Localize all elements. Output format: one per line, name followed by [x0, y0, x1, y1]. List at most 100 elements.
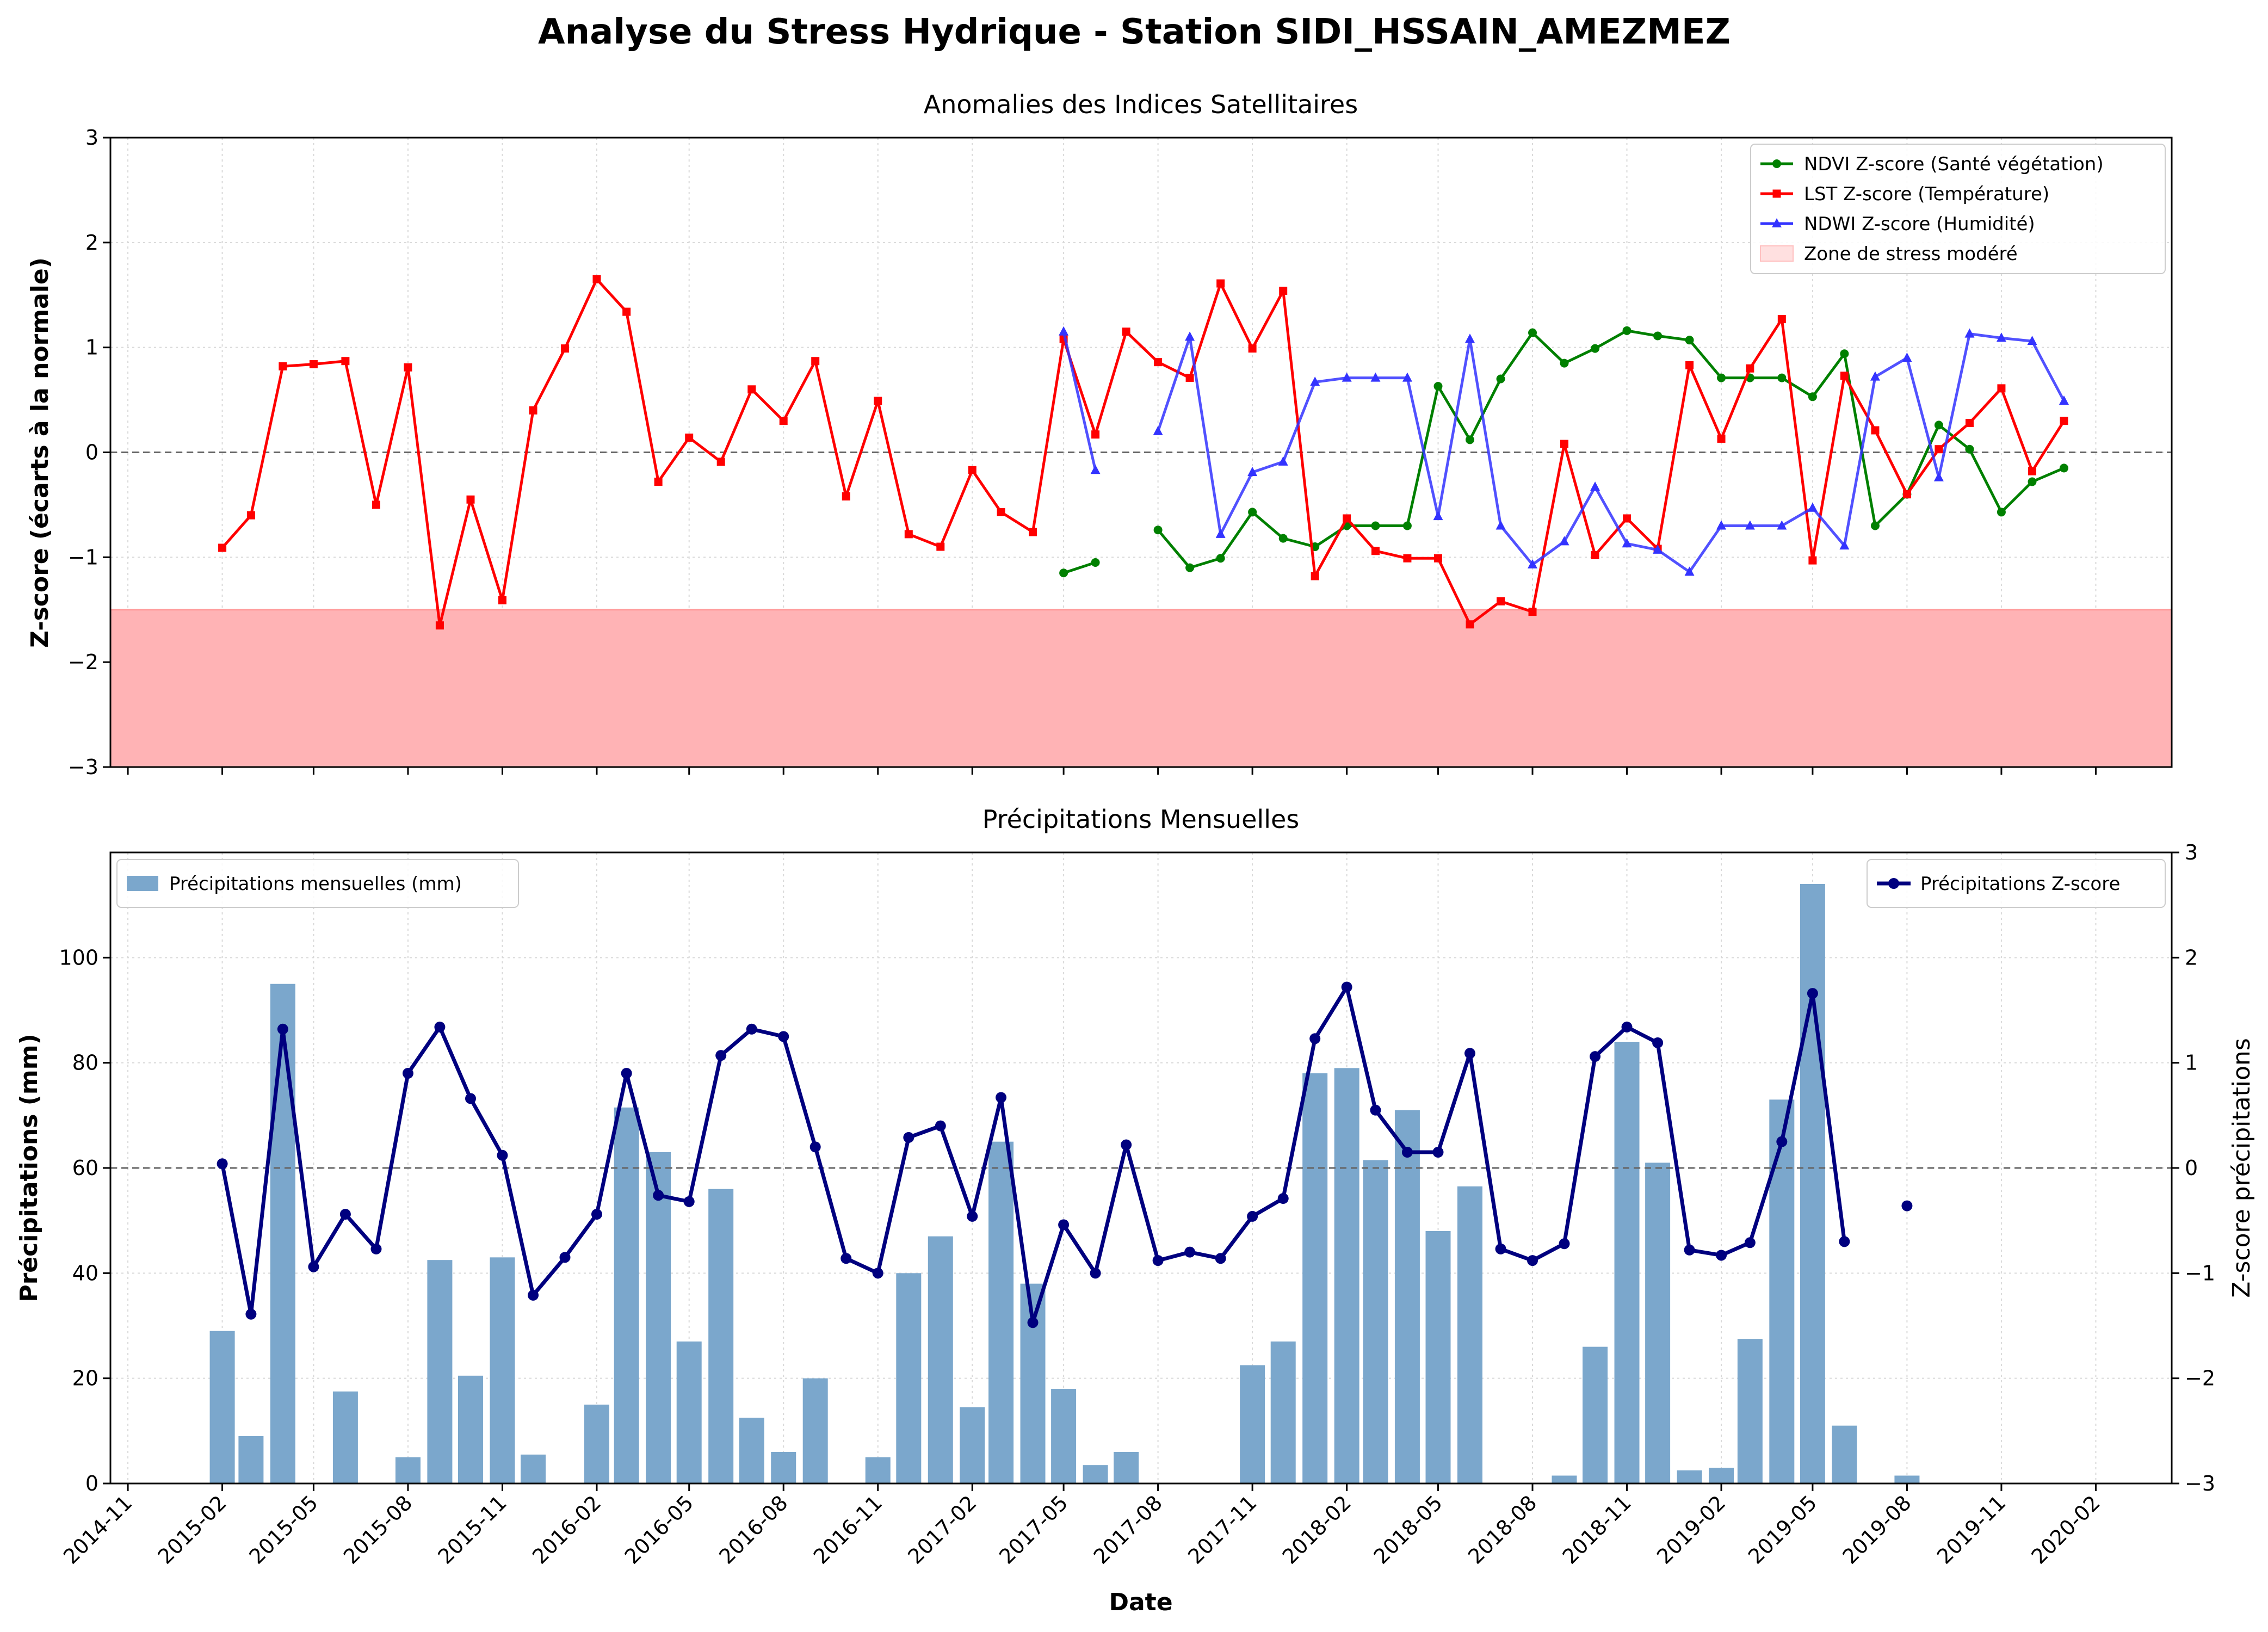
zscore-point: [872, 1268, 883, 1279]
zscore-point: [1527, 1255, 1538, 1266]
bottom-y2tick-label: 2: [2185, 945, 2198, 969]
top-series: [218, 275, 2069, 630]
bottom-panel-title: Précipitations Mensuelles: [982, 805, 1300, 834]
zscore-point: [1839, 1236, 1850, 1247]
series-point: [1870, 371, 1880, 381]
precip-bar: [1425, 1231, 1451, 1483]
series-point: [1996, 332, 2006, 342]
series-point: [1716, 520, 1727, 530]
series-point: [2028, 467, 2037, 475]
zscore-point: [1152, 1255, 1164, 1266]
series-point: [747, 385, 756, 394]
zscore-point: [591, 1209, 602, 1220]
series-line: [1062, 331, 1097, 471]
precip-bar: [1614, 1042, 1640, 1483]
series-point: [1433, 511, 1443, 521]
series-point: [1684, 566, 1695, 576]
series-point: [1870, 521, 1880, 530]
bottom-ytick-label: 80: [72, 1051, 98, 1075]
legend-label: Zone de stress modéré: [1804, 243, 2018, 265]
zscore-point: [1621, 1021, 1633, 1033]
bottom-y2-ticks: 3 2 1 0 −1 −2 −3: [2172, 840, 2215, 1495]
series-point: [1278, 534, 1288, 543]
series-point: [1528, 608, 1537, 616]
series-point: [592, 275, 601, 283]
zscore-legend-box: [1867, 859, 2166, 908]
series-line: [1157, 332, 2066, 573]
precip-bar: [1645, 1163, 1671, 1483]
series-point: [1122, 327, 1130, 336]
series-point: [1059, 326, 1069, 336]
series-point: [404, 363, 412, 372]
series-point: [246, 511, 255, 520]
series-point: [1496, 374, 1505, 384]
stress-zone-band: [110, 609, 2172, 767]
series-point: [685, 434, 694, 442]
bottom-left-legend: Précipitations mensuelles (mm): [116, 859, 519, 908]
zscore-point: [1309, 1033, 1321, 1044]
precip-bar: [676, 1342, 702, 1483]
precip-bar: [1583, 1346, 1608, 1483]
series-ndvi: [1059, 326, 2068, 578]
series-point: [218, 543, 227, 552]
series-lst: [218, 275, 2068, 630]
zscore-point: [1464, 1048, 1475, 1059]
series-point: [1717, 373, 1726, 382]
precip-bar: [865, 1457, 891, 1483]
zscore-legend-label: Précipitations Z-score: [1920, 873, 2120, 895]
series-point: [1091, 558, 1100, 567]
zscore-point: [1277, 1193, 1289, 1204]
series-line: [1157, 329, 2065, 570]
series-point: [372, 500, 380, 509]
precip-bar: [988, 1141, 1014, 1483]
precip-bar: [646, 1152, 671, 1483]
zscore-point: [1716, 1250, 1727, 1261]
series-point: [622, 307, 631, 316]
zscore-point: [528, 1289, 539, 1301]
series-point: [1622, 326, 1632, 335]
zscore-point: [1058, 1219, 1070, 1231]
series-point: [1371, 547, 1380, 555]
series-point: [1685, 361, 1694, 369]
zscore-point: [1684, 1244, 1695, 1256]
series-point: [1528, 328, 1537, 337]
precip-bar: [1083, 1465, 1108, 1483]
zscore-point: [1807, 988, 1818, 999]
series-point: [498, 596, 506, 604]
series-point: [2027, 336, 2037, 345]
legend-label: LST Z-score (Température): [1804, 183, 2049, 205]
series-point: [654, 477, 663, 486]
zscore-point: [217, 1158, 228, 1170]
precip-bar: [614, 1107, 639, 1483]
series-point: [1839, 540, 1850, 550]
series-point: [1402, 521, 1412, 530]
bottom-y2tick-label: −2: [2185, 1367, 2215, 1390]
precip-bar: [1552, 1475, 1577, 1483]
zscore-point: [653, 1190, 664, 1201]
bars-legend-label: Précipitations mensuelles (mm): [169, 873, 462, 895]
series-point: [529, 406, 537, 415]
precip-bar: [209, 1331, 235, 1483]
zscore-point: [841, 1253, 852, 1264]
zscore-point: [903, 1132, 914, 1143]
bottom-y2tick-label: 0: [2185, 1156, 2198, 1180]
zscore-point: [683, 1196, 695, 1207]
top-ytick-label: 3: [85, 126, 98, 150]
bars-legend-swatch: [127, 876, 158, 891]
series-point: [435, 621, 444, 630]
series-point: [1560, 440, 1568, 448]
series-point: [1746, 364, 1754, 373]
bottom-y2tick-label: 1: [2185, 1051, 2198, 1075]
legend-marker: [1772, 159, 1781, 168]
top-y-ticks: 3 2 1 0 −1 −2 −3: [68, 126, 110, 779]
bottom-ytick-label: 0: [85, 1472, 98, 1495]
series-point: [1935, 445, 1943, 454]
series-point: [936, 542, 945, 551]
series-point: [1965, 419, 1974, 428]
precip-bar: [1302, 1073, 1328, 1483]
zscore-legend-marker: [1888, 878, 1899, 889]
zscore-point: [277, 1023, 288, 1035]
series-line: [221, 277, 2066, 627]
series-point: [1091, 430, 1100, 439]
